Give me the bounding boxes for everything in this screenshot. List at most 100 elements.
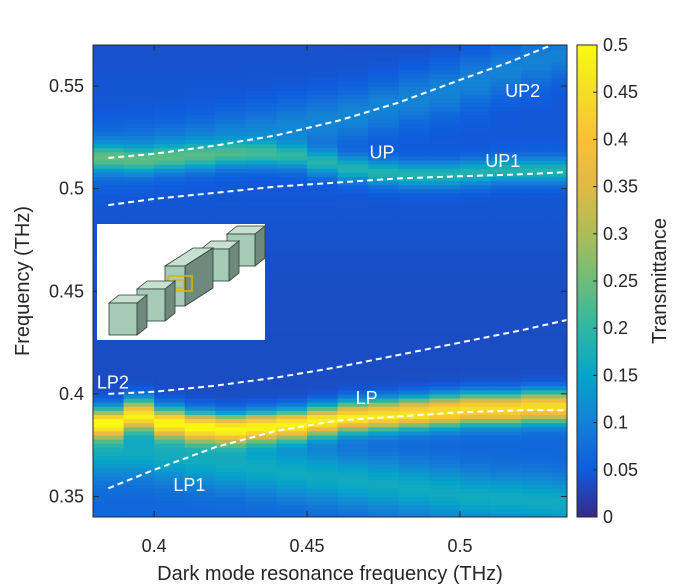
heatmap-cell: [551, 274, 567, 280]
heatmap-cell: [368, 492, 400, 498]
heatmap-cell: [337, 77, 369, 83]
heatmap-cell: [490, 393, 522, 399]
heatmap-cell: [368, 299, 400, 305]
heatmap-cell: [123, 471, 155, 477]
heatmap-cell: [521, 406, 553, 411]
heatmap-cell: [368, 512, 400, 517]
heatmap-cell: [551, 213, 567, 218]
heatmap-cell: [459, 434, 492, 440]
heatmap-cell: [307, 303, 339, 309]
heatmap-cell: [521, 106, 553, 112]
heatmap-cell: [521, 332, 553, 337]
heatmap-cell: [154, 69, 186, 75]
heatmap-cell: [123, 352, 155, 358]
heatmap-cell: [398, 180, 430, 186]
heatmap-cell: [123, 361, 155, 366]
heatmap-cell: [337, 434, 369, 440]
heatmap-cell: [184, 402, 216, 407]
heatmap-cell: [154, 86, 186, 91]
heatmap-cell: [215, 500, 247, 506]
heatmap-cell: [215, 410, 247, 415]
heatmap-cell: [429, 356, 461, 362]
heatmap-cell: [215, 172, 247, 177]
heatmap-cell: [459, 463, 492, 469]
heatmap-cell: [429, 475, 461, 481]
heatmap-cell: [398, 500, 430, 506]
heatmap-cell: [459, 328, 492, 333]
heatmap-cell: [429, 508, 461, 514]
heatmap-cell: [93, 397, 125, 403]
heatmap-cell: [398, 233, 430, 239]
heatmap-cell: [215, 471, 247, 477]
heatmap-cell: [123, 135, 155, 140]
heatmap-cell: [551, 159, 567, 165]
heatmap-cell: [154, 488, 186, 493]
heatmap-cell: [337, 217, 369, 223]
heatmap-cell: [93, 451, 125, 457]
heatmap-cell: [368, 373, 400, 379]
heatmap-cell: [154, 114, 186, 120]
heatmap-cell: [459, 356, 492, 362]
heatmap-cell: [123, 488, 155, 493]
heatmap-cell: [521, 110, 553, 116]
heatmap-cell: [551, 418, 567, 424]
heatmap-cell: [368, 274, 400, 280]
heatmap-cell: [490, 430, 522, 436]
heatmap-cell: [184, 377, 216, 383]
heatmap-cell: [215, 221, 247, 227]
heatmap-cell: [398, 143, 430, 149]
heatmap-cell: [521, 369, 553, 374]
heatmap-cell: [551, 492, 567, 498]
heatmap-cell: [368, 131, 400, 136]
heatmap-cell: [490, 377, 522, 383]
heatmap-cell: [184, 159, 216, 165]
heatmap-cell: [245, 110, 278, 116]
heatmap-cell: [123, 45, 155, 50]
heatmap-cell: [551, 61, 567, 67]
heatmap-cell: [276, 106, 308, 112]
heatmap-cell: [368, 377, 400, 383]
heatmap-cell: [490, 49, 522, 54]
heatmap-cell: [521, 192, 553, 198]
heatmap-cell: [551, 110, 567, 116]
heatmap-cell: [93, 365, 125, 370]
heatmap-cell: [398, 217, 430, 223]
heatmap-cell: [245, 381, 278, 387]
heatmap-cell: [123, 164, 155, 169]
heatmap-cell: [276, 221, 308, 227]
heatmap-cell: [398, 213, 430, 218]
heatmap-cell: [490, 196, 522, 202]
heatmap-cell: [215, 114, 247, 120]
heatmap-cell: [184, 344, 216, 350]
heatmap-cell: [245, 410, 278, 415]
heatmap-cell: [459, 155, 492, 161]
heatmap-cell: [123, 143, 155, 149]
heatmap-cell: [429, 151, 461, 157]
heatmap-cell: [307, 53, 339, 58]
heatmap-cell: [307, 69, 339, 75]
heatmap-cell: [337, 344, 369, 350]
heatmap-cell: [215, 414, 247, 420]
heatmap-cell: [521, 389, 553, 395]
heatmap-cell: [337, 90, 369, 95]
heatmap-cell: [521, 287, 553, 292]
heatmap-cell: [490, 225, 522, 231]
heatmap-cell: [521, 340, 553, 346]
heatmap-cell: [276, 143, 308, 149]
heatmap-cell: [184, 188, 216, 194]
heatmap-cell: [245, 492, 278, 498]
heatmap-cell: [276, 475, 308, 481]
heatmap-cell: [337, 287, 369, 292]
heatmap-cell: [154, 143, 186, 149]
heatmap-cell: [459, 262, 492, 268]
heatmap-cell: [184, 459, 216, 465]
heatmap-cell: [521, 209, 553, 214]
heatmap-cell: [245, 451, 278, 457]
heatmap-cell: [93, 402, 125, 407]
heatmap-cell: [459, 246, 492, 251]
heatmap-cell: [551, 237, 567, 243]
heatmap-cell: [459, 90, 492, 95]
heatmap-cell: [490, 209, 522, 214]
heatmap-cell: [184, 147, 216, 153]
heatmap-cell: [459, 484, 492, 489]
